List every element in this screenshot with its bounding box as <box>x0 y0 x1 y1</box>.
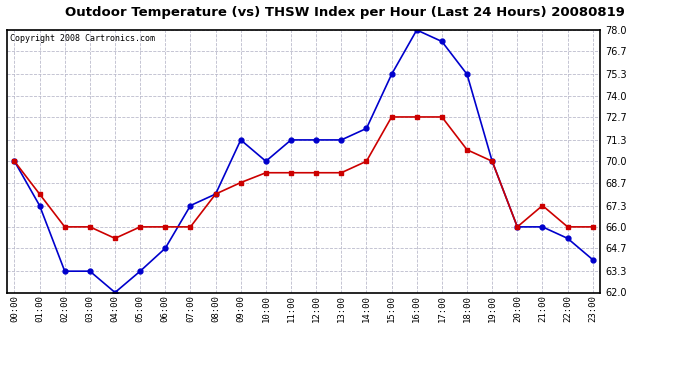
Text: Copyright 2008 Cartronics.com: Copyright 2008 Cartronics.com <box>10 34 155 43</box>
Text: Outdoor Temperature (vs) THSW Index per Hour (Last 24 Hours) 20080819: Outdoor Temperature (vs) THSW Index per … <box>65 6 625 19</box>
